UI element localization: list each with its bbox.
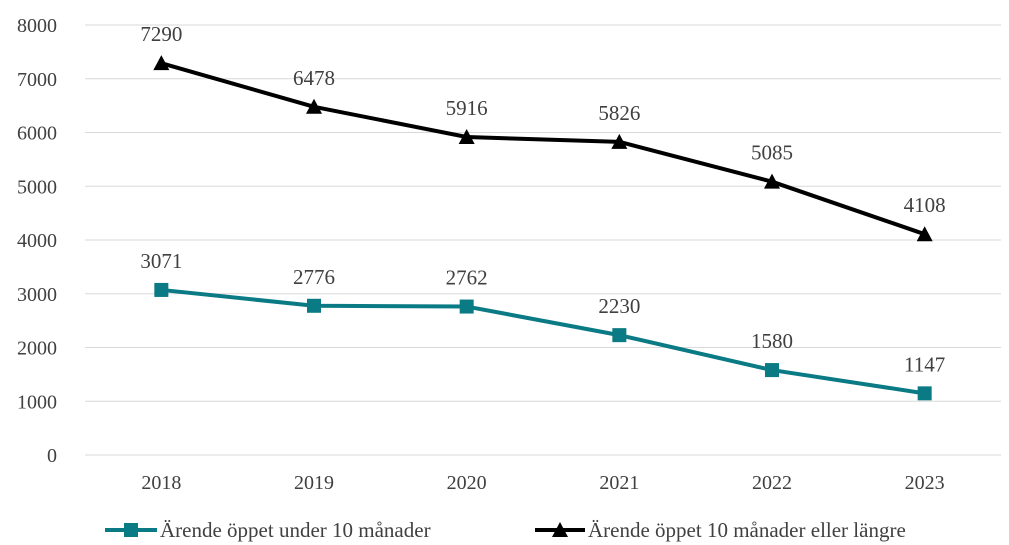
series-group: 3071 2776 2762 2230 1580 1147 7290 6478 5916 5826… xyxy=(140,22,946,401)
y-tick-label: 5000 xyxy=(17,176,57,198)
data-label: 2230 xyxy=(598,294,640,318)
data-point-square xyxy=(154,282,169,297)
data-point-triangle xyxy=(611,133,628,149)
x-tick-label: 2023 xyxy=(905,472,945,494)
x-tick-label: 2019 xyxy=(294,472,334,494)
data-label: 1147 xyxy=(904,352,945,376)
data-label: 1580 xyxy=(751,329,793,353)
data-label: 2762 xyxy=(446,266,488,290)
x-tick-label: 2018 xyxy=(141,472,181,494)
legend-label: Ärende öppet 10 månader eller längre xyxy=(588,518,906,542)
series-10-months-or-longer: 7290 6478 5916 5826 5085 4108 xyxy=(140,22,946,242)
data-point-triangle xyxy=(153,55,170,71)
data-label: 7290 xyxy=(140,22,182,46)
data-point-triangle xyxy=(916,226,933,242)
data-label: 4108 xyxy=(904,193,946,217)
legend: Ärende öppet under 10 månader Ärende öppe… xyxy=(105,518,906,542)
x-tick-label: 2020 xyxy=(447,472,487,494)
legend-marker-triangle xyxy=(552,522,568,537)
y-tick-label: 0 xyxy=(47,445,57,467)
data-label: 5826 xyxy=(598,101,640,125)
data-point-square xyxy=(765,363,779,378)
y-tick-label: 2000 xyxy=(17,338,57,360)
data-point-triangle xyxy=(306,98,322,114)
data-point-triangle xyxy=(764,173,780,189)
data-label: 5085 xyxy=(751,141,793,165)
data-label: 2776 xyxy=(293,265,335,289)
data-point-square xyxy=(459,299,474,314)
x-axis: 2018 2019 2020 2021 2022 2023 xyxy=(141,472,944,494)
legend-item: Ärende öppet under 10 månader xyxy=(105,518,431,542)
series-under-10-months: 3071 2776 2762 2230 1580 1147 xyxy=(140,249,945,401)
x-tick-label: 2022 xyxy=(752,472,792,494)
legend-item: Ärende öppet 10 månader eller längre xyxy=(535,518,906,542)
data-point-square xyxy=(917,386,932,401)
y-tick-label: 4000 xyxy=(17,230,57,252)
gridlines xyxy=(85,24,1001,456)
data-point-square xyxy=(307,298,321,313)
y-axis: 0 1000 2000 3000 4000 5000 6000 7000 8000 xyxy=(17,15,57,467)
series-line xyxy=(161,287,925,396)
legend-label: Ärende öppet under 10 månader xyxy=(160,518,431,542)
y-tick-label: 1000 xyxy=(17,391,57,413)
data-point-triangle xyxy=(458,129,475,145)
legend-marker-square xyxy=(124,523,138,537)
y-tick-label: 6000 xyxy=(17,123,57,145)
data-label: 5916 xyxy=(446,96,488,120)
y-tick-label: 3000 xyxy=(17,284,57,306)
data-label: 3071 xyxy=(140,249,182,273)
data-point-square xyxy=(612,328,627,343)
y-tick-label: 7000 xyxy=(17,69,57,91)
x-tick-label: 2021 xyxy=(599,472,639,494)
y-tick-label: 8000 xyxy=(17,15,57,37)
series-line xyxy=(160,61,926,237)
data-label: 6478 xyxy=(293,66,335,90)
